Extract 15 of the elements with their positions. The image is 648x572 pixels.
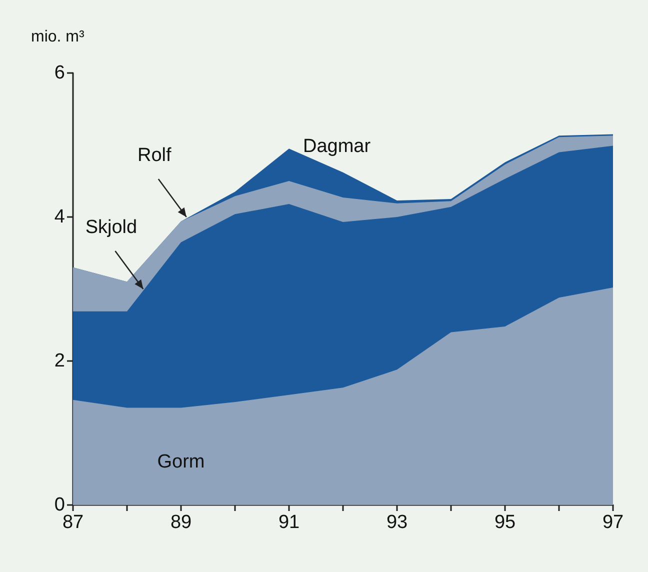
annotation: Gorm xyxy=(157,451,205,472)
y-tick-label: 2 xyxy=(54,350,65,372)
annotation: Dagmar xyxy=(303,136,372,158)
annotation: Skjold xyxy=(85,217,138,238)
annotation: Rolf xyxy=(138,145,172,166)
x-tick-label: 93 xyxy=(386,512,408,533)
x-tick-label: 87 xyxy=(62,512,84,533)
x-tick-label: 95 xyxy=(494,512,516,533)
y-tick-label: 0 xyxy=(54,494,65,516)
x-tick-label: 89 xyxy=(170,512,192,533)
x-tick-label: 97 xyxy=(602,512,624,533)
y-axis-title: mio. m³ xyxy=(31,28,85,46)
x-tick-label: 91 xyxy=(278,512,300,533)
y-tick-label: 6 xyxy=(54,62,65,84)
y-tick-label: 4 xyxy=(54,206,66,228)
